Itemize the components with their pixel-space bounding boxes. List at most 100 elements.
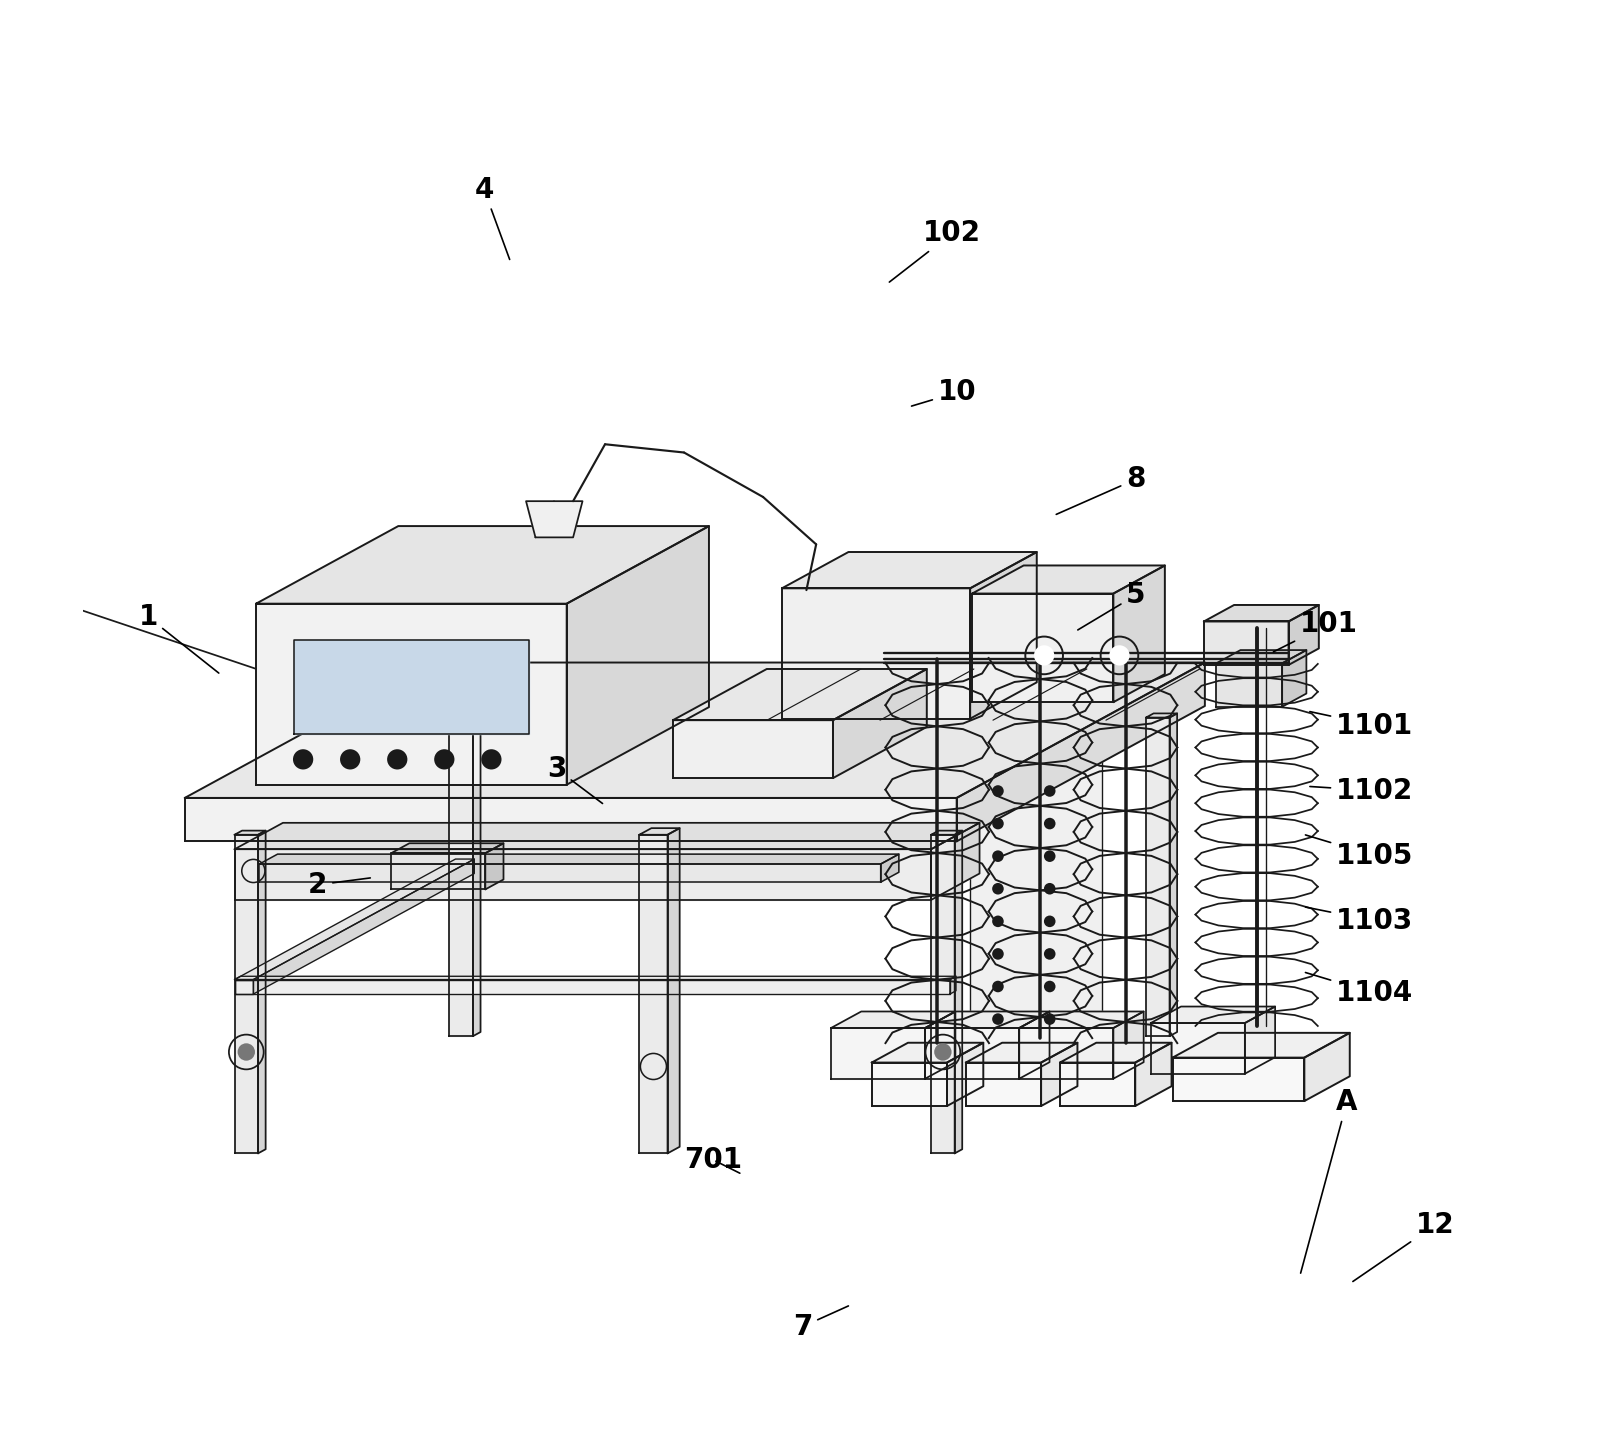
Polygon shape	[1146, 714, 1177, 718]
Text: 101: 101	[1272, 609, 1357, 651]
Polygon shape	[184, 663, 1204, 798]
Polygon shape	[449, 714, 481, 718]
Polygon shape	[257, 527, 709, 604]
Polygon shape	[1282, 650, 1306, 707]
Polygon shape	[234, 977, 955, 979]
Polygon shape	[946, 1043, 983, 1106]
Circle shape	[991, 884, 1004, 895]
Polygon shape	[567, 527, 709, 785]
Polygon shape	[1215, 650, 1306, 663]
Polygon shape	[972, 566, 1164, 593]
Circle shape	[1043, 981, 1056, 992]
Text: 1105: 1105	[1304, 834, 1412, 869]
Circle shape	[481, 749, 502, 769]
Circle shape	[991, 916, 1004, 927]
Polygon shape	[1041, 1043, 1077, 1106]
Text: 1101: 1101	[1309, 711, 1412, 740]
Circle shape	[1043, 884, 1056, 895]
Text: 3: 3	[547, 755, 602, 804]
Polygon shape	[257, 604, 567, 785]
Circle shape	[991, 981, 1004, 992]
Text: 2: 2	[308, 871, 370, 898]
Polygon shape	[1112, 566, 1164, 702]
Circle shape	[1033, 646, 1054, 666]
Polygon shape	[965, 1062, 1041, 1106]
Polygon shape	[1146, 718, 1169, 1036]
Polygon shape	[931, 830, 962, 834]
Polygon shape	[781, 588, 970, 718]
Polygon shape	[667, 829, 679, 1154]
Polygon shape	[831, 1027, 925, 1078]
Polygon shape	[970, 551, 1036, 718]
Polygon shape	[234, 849, 931, 900]
Polygon shape	[925, 1011, 955, 1078]
Polygon shape	[1018, 1011, 1143, 1027]
Polygon shape	[1018, 1027, 1112, 1078]
Circle shape	[1043, 1013, 1056, 1024]
Polygon shape	[1202, 605, 1319, 621]
Circle shape	[1043, 948, 1056, 959]
Circle shape	[1043, 818, 1056, 830]
Polygon shape	[1215, 663, 1282, 707]
Polygon shape	[925, 1011, 1049, 1027]
Polygon shape	[831, 1011, 955, 1027]
Circle shape	[341, 749, 360, 769]
Circle shape	[1043, 850, 1056, 862]
Polygon shape	[1135, 1043, 1170, 1106]
Polygon shape	[954, 830, 962, 1154]
Polygon shape	[880, 855, 899, 882]
Polygon shape	[184, 798, 955, 842]
Polygon shape	[486, 843, 504, 889]
Circle shape	[991, 785, 1004, 797]
Polygon shape	[931, 834, 954, 1154]
Polygon shape	[1018, 1011, 1049, 1078]
Polygon shape	[1112, 1011, 1143, 1078]
Circle shape	[991, 948, 1004, 959]
Polygon shape	[391, 853, 486, 889]
Text: 1: 1	[139, 602, 218, 673]
Text: 8: 8	[1056, 466, 1144, 515]
Text: 7: 7	[792, 1306, 847, 1341]
Polygon shape	[1151, 1007, 1275, 1023]
Circle shape	[991, 850, 1004, 862]
Polygon shape	[473, 714, 481, 1036]
Text: 1102: 1102	[1309, 776, 1412, 805]
Polygon shape	[449, 718, 473, 1036]
Polygon shape	[970, 667, 1101, 1040]
Polygon shape	[253, 859, 475, 994]
Polygon shape	[1304, 1033, 1349, 1101]
Polygon shape	[1244, 1007, 1275, 1074]
Polygon shape	[931, 823, 980, 900]
Text: 701: 701	[684, 1146, 742, 1174]
Polygon shape	[949, 977, 955, 994]
Circle shape	[991, 1013, 1004, 1024]
Polygon shape	[234, 830, 265, 834]
Polygon shape	[234, 859, 475, 979]
Polygon shape	[258, 830, 265, 1154]
Polygon shape	[294, 640, 529, 734]
Polygon shape	[872, 1043, 983, 1062]
Polygon shape	[260, 855, 899, 863]
Polygon shape	[234, 979, 949, 994]
Polygon shape	[639, 834, 667, 1154]
Circle shape	[933, 1043, 951, 1061]
Polygon shape	[234, 979, 253, 994]
Text: 10: 10	[910, 379, 976, 406]
Text: A: A	[1299, 1088, 1357, 1273]
Polygon shape	[972, 593, 1112, 702]
Text: 5: 5	[1077, 582, 1144, 630]
Circle shape	[434, 749, 454, 769]
Polygon shape	[925, 1027, 1018, 1078]
Polygon shape	[781, 551, 1036, 588]
Polygon shape	[234, 834, 258, 1154]
Polygon shape	[234, 823, 980, 849]
Text: 1104: 1104	[1304, 972, 1412, 1007]
Polygon shape	[673, 669, 926, 720]
Polygon shape	[872, 1062, 946, 1106]
Polygon shape	[673, 720, 833, 778]
Text: 102: 102	[889, 219, 981, 281]
Circle shape	[1109, 646, 1128, 666]
Polygon shape	[1059, 1043, 1170, 1062]
Polygon shape	[833, 669, 926, 778]
Circle shape	[1043, 785, 1056, 797]
